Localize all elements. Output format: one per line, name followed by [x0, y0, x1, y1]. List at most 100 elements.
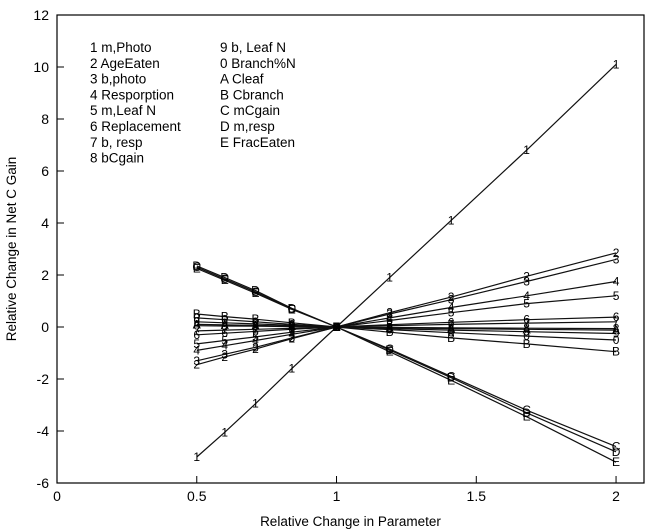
series-marker: 1 [523, 143, 530, 157]
series-marker: 6 [288, 322, 295, 336]
series-marker: 7 [252, 322, 259, 336]
series-marker: 0 [386, 323, 393, 337]
legend-entry: 5 m,Leaf N [90, 103, 156, 118]
series-marker: D [287, 301, 296, 315]
series-marker: C [287, 302, 296, 316]
series-marker: 5 [448, 306, 455, 320]
y-tick-label: 6 [41, 163, 49, 179]
series-marker: 2 [613, 246, 620, 260]
series-marker: 5 [193, 337, 200, 351]
series-marker: C [612, 440, 621, 454]
series-marker: 3 [333, 320, 340, 334]
series-marker: 8 [221, 319, 228, 333]
y-tick-label: 0 [41, 319, 49, 335]
series-marker: B [221, 310, 229, 324]
series-line [196, 267, 617, 463]
x-tick-label: 0.5 [187, 488, 207, 504]
series-marker: 4 [613, 275, 620, 289]
series-marker: E [251, 286, 259, 300]
series-marker: D [251, 284, 260, 298]
series-marker: 4 [523, 289, 530, 303]
series-marker: 3 [221, 347, 228, 361]
series-marker: 5 [523, 297, 530, 311]
series-marker: 4 [333, 320, 340, 334]
series-marker: 3 [386, 307, 393, 321]
series-marker: E [447, 373, 455, 387]
series-marker: 1 [193, 450, 200, 464]
x-tick-label: 2 [612, 488, 620, 504]
legend-entry: 1 m,Photo [90, 40, 152, 55]
series-marker: 0 [252, 315, 259, 329]
series-marker: 7 [386, 319, 393, 333]
x-axis-title: Relative Change in Parameter [260, 514, 441, 529]
series-marker: A [447, 322, 455, 336]
series-marker: A [193, 317, 201, 331]
legend-entry: C mCgain [220, 103, 280, 118]
legend-entry: 9 b, Leaf N [220, 40, 286, 55]
plot-frame [56, 14, 645, 484]
series-marker: 7 [193, 324, 200, 338]
series-marker: B [386, 325, 394, 339]
series-marker: C [251, 285, 260, 299]
series-marker: B [447, 331, 455, 345]
series-marker: 9 [448, 323, 455, 337]
series-marker: E [333, 320, 341, 334]
x-axis: 0 0.5 1 1.5 2 [53, 476, 620, 504]
series-marker: E [523, 410, 531, 424]
legend-entry: A Cleaf [220, 72, 264, 87]
series-marker: D [522, 406, 531, 420]
y-tick-label: 12 [33, 7, 49, 23]
series-marker: E [221, 273, 229, 287]
series-marker: 1 [333, 320, 340, 334]
series-marker: 1 [613, 57, 620, 71]
series-marker: 1 [288, 362, 295, 376]
y-tick-label: -2 [37, 371, 50, 387]
series-marker: 5 [221, 334, 228, 348]
legend-entry: B Cbranch [220, 87, 284, 102]
series-marker: A [333, 320, 341, 334]
series-marker: 3 [613, 252, 620, 266]
series-marker: 8 [288, 320, 295, 334]
series-marker: 3 [252, 340, 259, 354]
series-marker: D [220, 271, 229, 285]
series-marker: 4 [221, 339, 228, 353]
series-marker: 6 [523, 313, 530, 327]
series-marker: 8 [523, 321, 530, 335]
series-marker: 9 [523, 325, 530, 339]
series-line [196, 258, 617, 362]
series-marker: A [386, 321, 394, 335]
series-marker: 6 [193, 328, 200, 342]
series-marker: 0 [523, 329, 530, 343]
series-marker: 3 [193, 354, 200, 368]
series-marker: 6 [252, 324, 259, 338]
series-marker: 7 [333, 320, 340, 334]
series-marker: 8 [193, 319, 200, 333]
series-marker: C [192, 260, 201, 274]
series-marker: C [447, 369, 456, 383]
series-marker: E [193, 262, 201, 276]
series-marker: C [522, 403, 531, 417]
legend-entry: E FracEaten [220, 135, 295, 150]
series-marker: 2 [221, 350, 228, 364]
series-marker: 9 [288, 318, 295, 332]
series-marker: 9 [252, 317, 259, 331]
series-marker: 4 [252, 334, 259, 348]
series-marker: 9 [221, 316, 228, 330]
series-marker: 2 [523, 269, 530, 283]
series-marker: 4 [193, 343, 200, 357]
series-marker: E [386, 345, 394, 359]
series-marker: B [612, 345, 620, 359]
series-marker: D [385, 343, 394, 357]
legend-entry: 3 b,photo [90, 72, 146, 87]
series-marker: 1 [448, 213, 455, 227]
series-marker: 8 [386, 320, 393, 334]
series-marker: 5 [386, 314, 393, 328]
series-marker: 2 [252, 342, 259, 356]
y-tick-label: 10 [33, 59, 49, 75]
series-marker: 2 [448, 290, 455, 304]
y-axis: -6 -4 -2 0 2 4 6 8 10 12 [33, 7, 64, 491]
series-marker: A [612, 323, 620, 337]
series-marker: 3 [523, 275, 530, 289]
series-marker: C [385, 342, 394, 356]
